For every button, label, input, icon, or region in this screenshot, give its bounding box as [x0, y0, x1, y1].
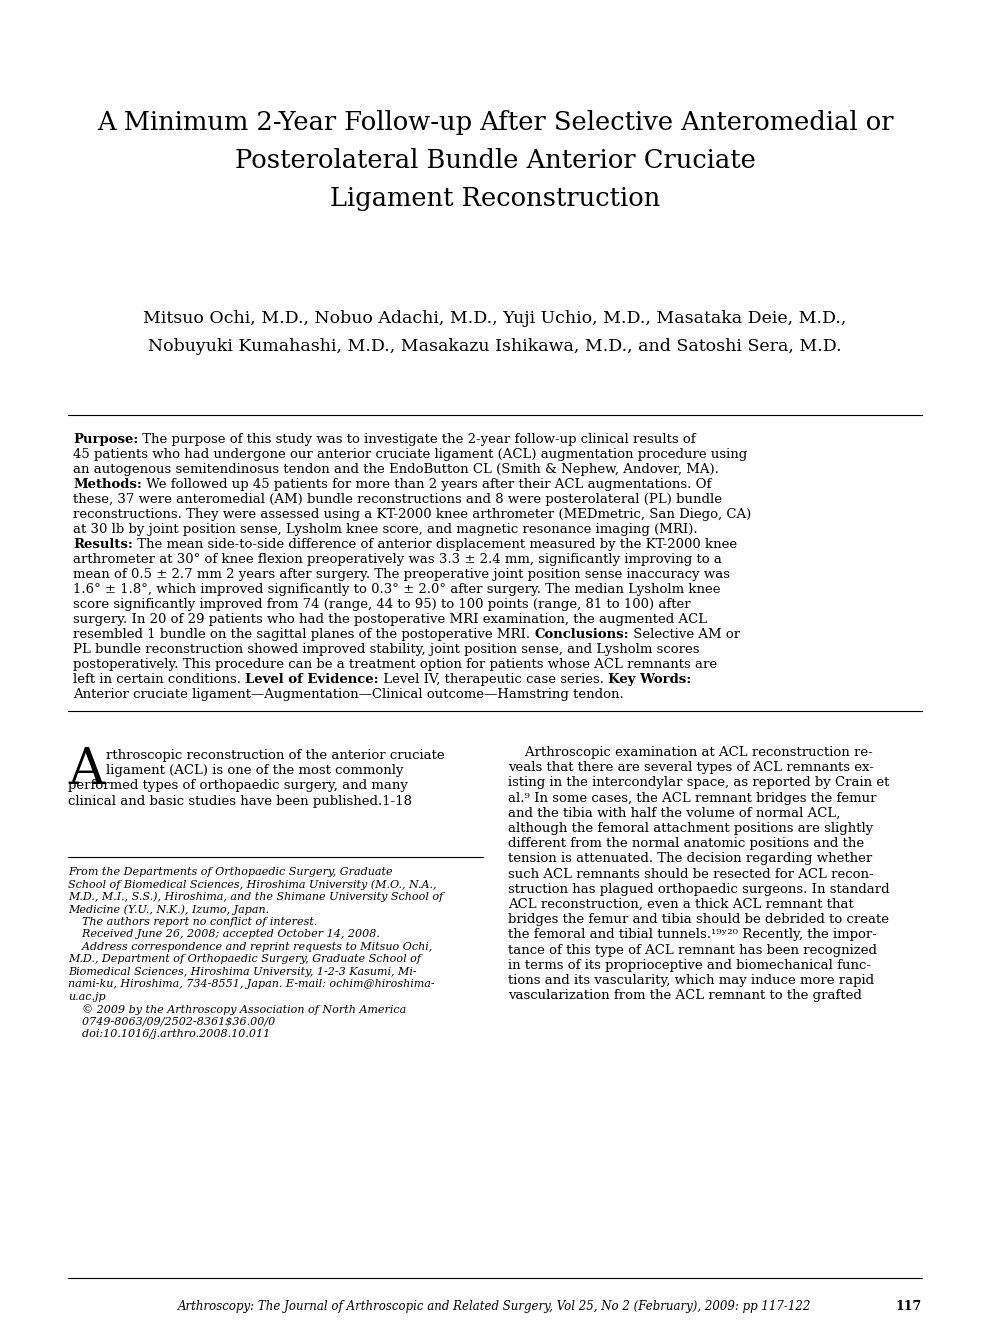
Text: at 30 lb by joint position sense, Lysholm knee score, and magnetic resonance ima: at 30 lb by joint position sense, Lyshol… — [73, 523, 698, 536]
Text: Level of Evidence:: Level of Evidence: — [246, 673, 379, 686]
Text: The authors report no conflict of interest.: The authors report no conflict of intere… — [68, 917, 318, 927]
Text: clinical and basic studies have been published.1-18: clinical and basic studies have been pub… — [68, 795, 412, 808]
Text: these, 37 were anteromedial (AM) bundle reconstructions and 8 were posterolatera: these, 37 were anteromedial (AM) bundle … — [73, 492, 722, 506]
Text: PL bundle reconstruction showed improved stability, joint position sense, and Ly: PL bundle reconstruction showed improved… — [73, 643, 700, 656]
Text: struction has plagued orthopaedic surgeons. In standard: struction has plagued orthopaedic surgeo… — [508, 883, 890, 896]
Text: vascularization from the ACL remnant to the grafted: vascularization from the ACL remnant to … — [508, 989, 862, 1002]
Text: Arthroscopic examination at ACL reconstruction re-: Arthroscopic examination at ACL reconstr… — [508, 746, 873, 759]
Text: tension is attenuated. The decision regarding whether: tension is attenuated. The decision rega… — [508, 853, 872, 866]
Text: A Minimum 2-Year Follow-up After Selective Anteromedial or: A Minimum 2-Year Follow-up After Selecti… — [97, 110, 893, 135]
Text: The mean side-to-side difference of anterior displacement measured by the KT-200: The mean side-to-side difference of ante… — [133, 539, 737, 550]
Text: Posterolateral Bundle Anterior Cruciate: Posterolateral Bundle Anterior Cruciate — [235, 148, 755, 173]
Text: reconstructions. They were assessed using a KT-2000 knee arthrometer (MEDmetric,: reconstructions. They were assessed usin… — [73, 508, 751, 521]
Text: arthrometer at 30° of knee flexion preoperatively was 3.3 ± 2.4 mm, significantl: arthrometer at 30° of knee flexion preop… — [73, 553, 722, 566]
Text: Ligament Reconstruction: Ligament Reconstruction — [330, 186, 660, 211]
Text: although the femoral attachment positions are slightly: although the femoral attachment position… — [508, 822, 873, 836]
Text: an autogenous semitendinosus tendon and the EndoButton CL (Smith & Nephew, Andov: an autogenous semitendinosus tendon and … — [73, 463, 719, 477]
Text: bridges the femur and tibia should be debrided to create: bridges the femur and tibia should be de… — [508, 913, 889, 927]
Text: Methods:: Methods: — [73, 478, 142, 491]
Text: surgery. In 20 of 29 patients who had the postoperative MRI examination, the aug: surgery. In 20 of 29 patients who had th… — [73, 612, 707, 626]
Text: 45 patients who had undergone our anterior cruciate ligament (ACL) augmentation : 45 patients who had undergone our anteri… — [73, 447, 747, 461]
Text: mean of 0.5 ± 2.7 mm 2 years after surgery. The preoperative joint position sens: mean of 0.5 ± 2.7 mm 2 years after surge… — [73, 568, 730, 581]
Text: From the Departments of Orthopaedic Surgery, Graduate: From the Departments of Orthopaedic Surg… — [68, 867, 393, 876]
Text: Address correspondence and reprint requests to Mitsuo Ochi,: Address correspondence and reprint reque… — [68, 941, 433, 952]
Text: doi:10.1016/j.arthro.2008.10.011: doi:10.1016/j.arthro.2008.10.011 — [68, 1030, 270, 1039]
Text: 117: 117 — [896, 1300, 922, 1313]
Text: Arthroscopy: The Journal of Arthroscopic and Related Surgery, Vol 25, No 2 (Febr: Arthroscopy: The Journal of Arthroscopic… — [178, 1300, 812, 1313]
Text: nami-ku, Hiroshima, 734-8551, Japan. E-mail: ochim@hiroshima-: nami-ku, Hiroshima, 734-8551, Japan. E-m… — [68, 979, 435, 989]
Text: resembled 1 bundle on the sagittal planes of the postoperative MRI.: resembled 1 bundle on the sagittal plane… — [73, 628, 535, 642]
Text: and the tibia with half the volume of normal ACL,: and the tibia with half the volume of no… — [508, 807, 841, 820]
Text: isting in the intercondylar space, as reported by Crain et: isting in the intercondylar space, as re… — [508, 776, 889, 789]
Text: Selective AM or: Selective AM or — [629, 628, 741, 642]
Text: Purpose:: Purpose: — [73, 433, 139, 446]
Text: the femoral and tibial tunnels.¹⁹ʸ²⁰ Recently, the impor-: the femoral and tibial tunnels.¹⁹ʸ²⁰ Rec… — [508, 928, 877, 941]
Text: Results:: Results: — [73, 539, 133, 550]
Text: score significantly improved from 74 (range, 44 to 95) to 100 points (range, 81 : score significantly improved from 74 (ra… — [73, 598, 691, 611]
Text: Anterior cruciate ligament—Augmentation—Clinical outcome—Hamstring tendon.: Anterior cruciate ligament—Augmentation—… — [73, 688, 624, 701]
Text: © 2009 by the Arthroscopy Association of North America: © 2009 by the Arthroscopy Association of… — [68, 1005, 406, 1015]
Text: veals that there are several types of ACL remnants ex-: veals that there are several types of AC… — [508, 762, 874, 775]
Text: 1.6° ± 1.8°, which improved significantly to 0.3° ± 2.0° after surgery. The medi: 1.6° ± 1.8°, which improved significantl… — [73, 583, 721, 597]
Text: left in certain conditions.: left in certain conditions. — [73, 673, 246, 686]
Text: al.⁹ In some cases, the ACL remnant bridges the femur: al.⁹ In some cases, the ACL remnant brid… — [508, 792, 876, 805]
Text: Received June 26, 2008; accepted October 14, 2008.: Received June 26, 2008; accepted October… — [68, 929, 380, 940]
Text: rthroscopic reconstruction of the anterior cruciate: rthroscopic reconstruction of the anteri… — [106, 748, 445, 762]
Text: The purpose of this study was to investigate the 2-year follow-up clinical resul: The purpose of this study was to investi… — [139, 433, 696, 446]
Text: M.D., Department of Orthopaedic Surgery, Graduate School of: M.D., Department of Orthopaedic Surgery,… — [68, 954, 421, 965]
Text: Conclusions:: Conclusions: — [535, 628, 629, 642]
Text: postoperatively. This procedure can be a treatment option for patients whose ACL: postoperatively. This procedure can be a… — [73, 657, 717, 671]
Text: tance of this type of ACL remnant has been recognized: tance of this type of ACL remnant has be… — [508, 944, 877, 957]
Text: School of Biomedical Sciences, Hiroshima University (M.O., N.A.,: School of Biomedical Sciences, Hiroshima… — [68, 879, 437, 890]
Text: Key Words:: Key Words: — [608, 673, 691, 686]
Text: Level IV, therapeutic case series.: Level IV, therapeutic case series. — [379, 673, 608, 686]
Text: Biomedical Sciences, Hiroshima University, 1-2-3 Kasumi, Mi-: Biomedical Sciences, Hiroshima Universit… — [68, 966, 417, 977]
Text: tions and its vascularity, which may induce more rapid: tions and its vascularity, which may ind… — [508, 974, 874, 987]
Text: A: A — [68, 746, 104, 796]
Text: Medicine (Y.U., N.K.), Izumo, Japan.: Medicine (Y.U., N.K.), Izumo, Japan. — [68, 904, 269, 915]
Text: different from the normal anatomic positions and the: different from the normal anatomic posit… — [508, 837, 864, 850]
Text: ACL reconstruction, even a thick ACL remnant that: ACL reconstruction, even a thick ACL rem… — [508, 898, 853, 911]
Text: 0749-8063/09/2502-8361$36.00/0: 0749-8063/09/2502-8361$36.00/0 — [68, 1016, 275, 1027]
Text: u.ac.jp: u.ac.jp — [68, 991, 106, 1002]
Text: in terms of its proprioceptive and biomechanical func-: in terms of its proprioceptive and biome… — [508, 958, 871, 972]
Text: M.D., M.I., S.S.), Hiroshima, and the Shimane University School of: M.D., M.I., S.S.), Hiroshima, and the Sh… — [68, 892, 444, 903]
Text: ligament (ACL) is one of the most commonly: ligament (ACL) is one of the most common… — [106, 764, 404, 777]
Text: performed types of orthopaedic surgery, and many: performed types of orthopaedic surgery, … — [68, 779, 408, 792]
Text: such ACL remnants should be resected for ACL recon-: such ACL remnants should be resected for… — [508, 867, 873, 880]
Text: Nobuyuki Kumahashi, M.D., Masakazu Ishikawa, M.D., and Satoshi Sera, M.D.: Nobuyuki Kumahashi, M.D., Masakazu Ishik… — [148, 338, 842, 355]
Text: We followed up 45 patients for more than 2 years after their ACL augmentations. : We followed up 45 patients for more than… — [142, 478, 711, 491]
Text: Mitsuo Ochi, M.D., Nobuo Adachi, M.D., Yuji Uchio, M.D., Masataka Deie, M.D.,: Mitsuo Ochi, M.D., Nobuo Adachi, M.D., Y… — [144, 310, 846, 327]
